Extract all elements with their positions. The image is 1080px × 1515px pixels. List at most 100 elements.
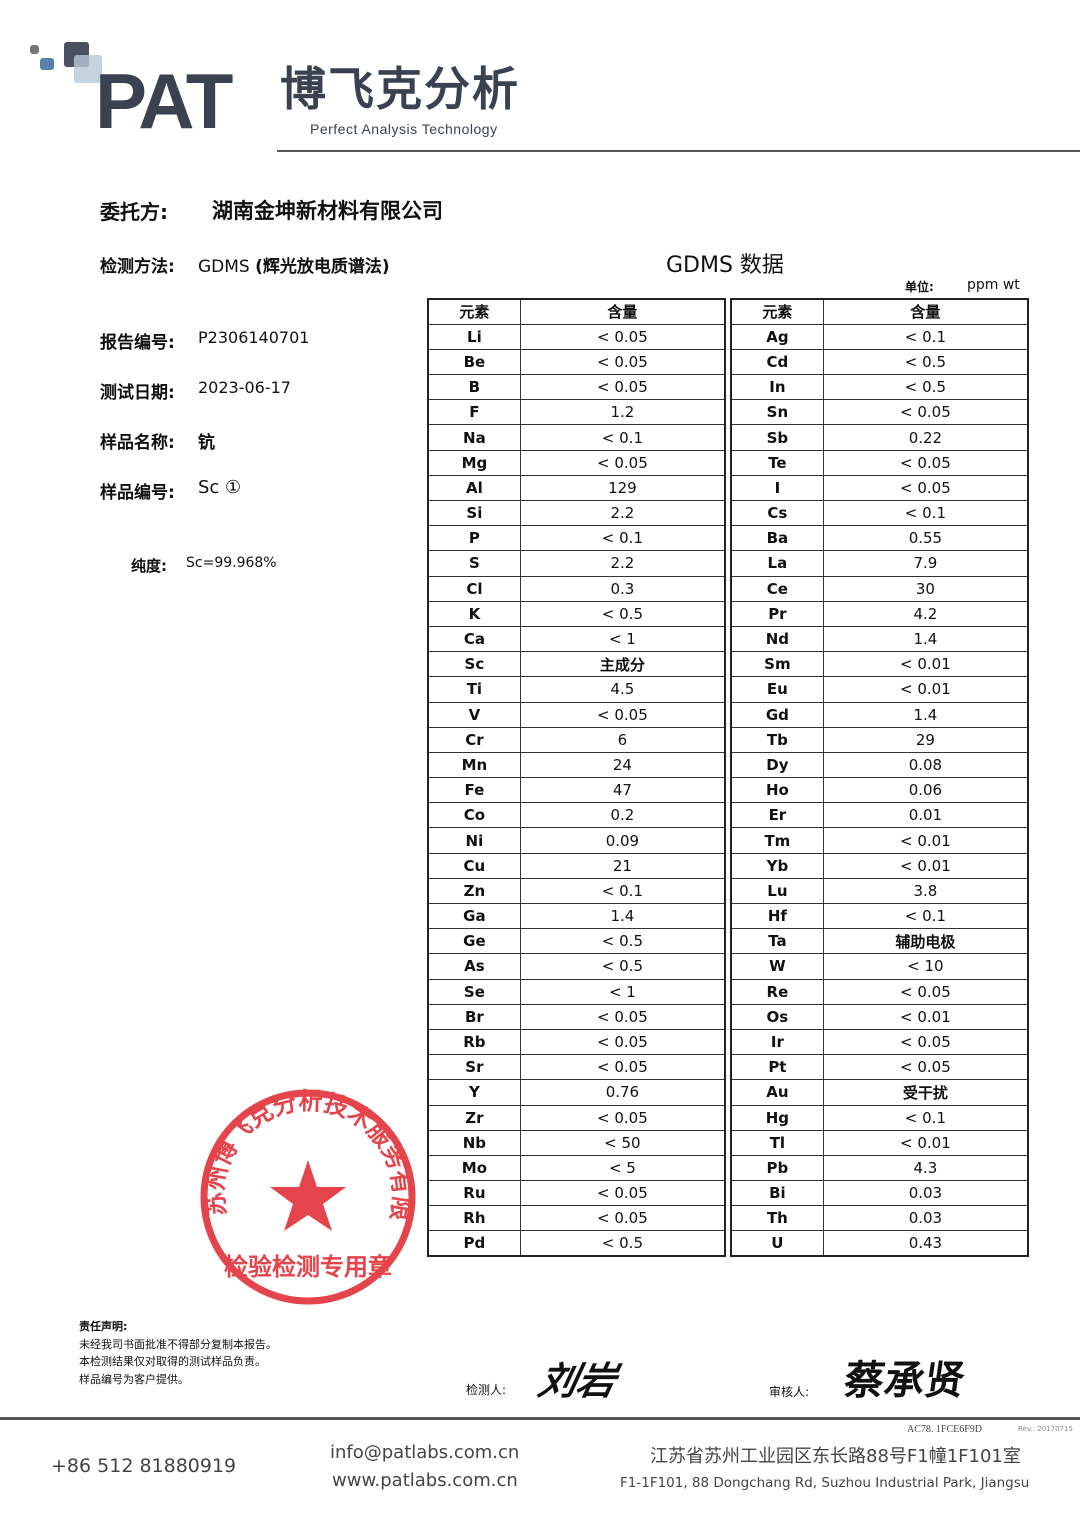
table-header-row: 元素 含量 — [427, 298, 726, 325]
table-row: Lu 3.8 — [730, 877, 1029, 905]
element-content: 0.09 — [519, 827, 726, 854]
phone: +86 512 81880919 — [51, 1455, 237, 1477]
element-content: < 0.05 — [519, 348, 726, 376]
table-row: Pb 4.3 — [730, 1154, 1029, 1182]
element-symbol: Os — [730, 1003, 824, 1030]
element-symbol: Dy — [730, 751, 824, 779]
table-row: Rb < 0.05 — [427, 1028, 726, 1056]
table-row: P < 0.1 — [427, 525, 726, 552]
element-symbol: Th — [730, 1205, 824, 1232]
element-symbol: Al — [427, 474, 521, 502]
element-content: < 0.05 — [822, 1028, 1029, 1056]
element-content: < 0.1 — [822, 1104, 1029, 1131]
sample-no-label: 样品编号: — [100, 483, 175, 503]
element-symbol: Cr — [427, 726, 521, 753]
stamp-star-icon — [270, 1160, 346, 1231]
element-content: < 0.5 — [822, 374, 1029, 401]
element-content: 0.76 — [519, 1079, 726, 1106]
table-row: F 1.2 — [427, 399, 726, 426]
table-row: Nd 1.4 — [730, 625, 1029, 653]
element-content: 0.03 — [822, 1205, 1029, 1232]
table-row: Re < 0.05 — [730, 978, 1029, 1005]
table-row: K < 0.5 — [427, 600, 726, 627]
table-row: Tb 29 — [730, 726, 1029, 753]
element-symbol: Na — [427, 424, 521, 451]
element-symbol: Be — [427, 348, 521, 376]
element-symbol: I — [730, 474, 824, 502]
table-row: Tm < 0.01 — [730, 827, 1029, 854]
method-desc: (辉光放电质谱法) — [255, 257, 390, 277]
table-title: GDMS 数据 — [666, 253, 784, 278]
website: www.patlabs.com.cn — [332, 1470, 518, 1491]
table-row: Dy 0.08 — [730, 751, 1029, 779]
table-row: Hg < 0.1 — [730, 1104, 1029, 1131]
disclaimer: 责任声明: 未经我司书面批准不得部分复制本报告。 本检测结果仅对取得的测试样品负… — [79, 1318, 277, 1388]
table-row: W < 10 — [730, 953, 1029, 980]
report-label: 报告编号: — [100, 333, 175, 353]
element-content: < 0.01 — [822, 651, 1029, 678]
element-content: 1.4 — [822, 701, 1029, 728]
disclaimer-line: 本检测结果仅对取得的测试样品负责。 — [79, 1355, 266, 1368]
element-content: < 0.05 — [519, 1054, 726, 1081]
element-content: < 0.1 — [519, 525, 726, 552]
element-symbol: Sc — [427, 651, 521, 678]
element-symbol: As — [427, 953, 521, 980]
element-content: 辅助电极 — [822, 928, 1029, 955]
element-content: < 0.01 — [822, 827, 1029, 854]
sample-no-value: Sc ① — [198, 477, 242, 498]
element-content: < 0.1 — [822, 902, 1029, 930]
element-content: 0.22 — [822, 424, 1029, 451]
element-symbol: Pb — [730, 1154, 824, 1182]
element-symbol: Zr — [427, 1104, 521, 1131]
element-symbol: Nd — [730, 625, 824, 653]
table-row: Sn < 0.05 — [730, 399, 1029, 426]
logo-chinese: 博飞克分析 — [280, 62, 520, 116]
element-symbol: Fe — [427, 777, 521, 804]
table-row: Rh < 0.05 — [427, 1205, 726, 1232]
element-symbol: Ru — [427, 1180, 521, 1207]
element-symbol: La — [730, 550, 824, 577]
table-row: Be < 0.05 — [427, 348, 726, 376]
column-header-element: 元素 — [730, 298, 824, 325]
table-row: Mo < 5 — [427, 1154, 726, 1182]
table-row: Pd < 0.5 — [427, 1230, 726, 1257]
element-content: 47 — [519, 777, 726, 804]
element-symbol: Au — [730, 1079, 824, 1106]
element-symbol: U — [730, 1230, 824, 1257]
table-row: Mn 24 — [427, 751, 726, 779]
company-stamp: 苏州博飞克分析技术服务有限公司 检验检测专用章 — [196, 1085, 416, 1305]
element-content: < 0.01 — [822, 1003, 1029, 1030]
table-row: Ni 0.09 — [427, 827, 726, 854]
address-cn: 江苏省苏州工业园区东长路88号F1幢1F101室 — [650, 1446, 1021, 1467]
element-content: < 0.5 — [519, 1230, 726, 1257]
element-symbol: Tb — [730, 726, 824, 753]
element-symbol: Sb — [730, 424, 824, 451]
element-symbol: In — [730, 374, 824, 401]
element-content: < 0.05 — [519, 323, 726, 350]
element-content: < 0.05 — [822, 978, 1029, 1005]
table-row: Zr < 0.05 — [427, 1104, 726, 1131]
element-symbol: Ag — [730, 323, 824, 350]
date-value: 2023-06-17 — [198, 378, 291, 397]
table-row: Sb 0.22 — [730, 424, 1029, 451]
table-row: Pr 4.2 — [730, 600, 1029, 627]
element-content: < 0.01 — [822, 676, 1029, 703]
table-row: Ir < 0.05 — [730, 1028, 1029, 1056]
element-symbol: Tm — [730, 827, 824, 854]
element-symbol: Lu — [730, 877, 824, 905]
element-symbol: Ni — [427, 827, 521, 854]
footer-divider — [0, 1417, 1080, 1420]
element-content: 29 — [822, 726, 1029, 753]
table-row: Ga 1.4 — [427, 902, 726, 930]
element-symbol: Zn — [427, 877, 521, 905]
table-row: Al 129 — [427, 474, 726, 502]
element-content: < 0.05 — [519, 701, 726, 728]
element-content: 0.01 — [822, 802, 1029, 829]
table-row: Os < 0.01 — [730, 1003, 1029, 1030]
method-value: GDMS (辉光放电质谱法) — [198, 252, 390, 277]
logo-square — [40, 58, 54, 70]
table-header-row: 元素 含量 — [730, 298, 1029, 325]
table-row: Ce 30 — [730, 575, 1029, 602]
element-content: 受干扰 — [822, 1079, 1029, 1106]
client-label: 委托方: — [100, 200, 168, 224]
